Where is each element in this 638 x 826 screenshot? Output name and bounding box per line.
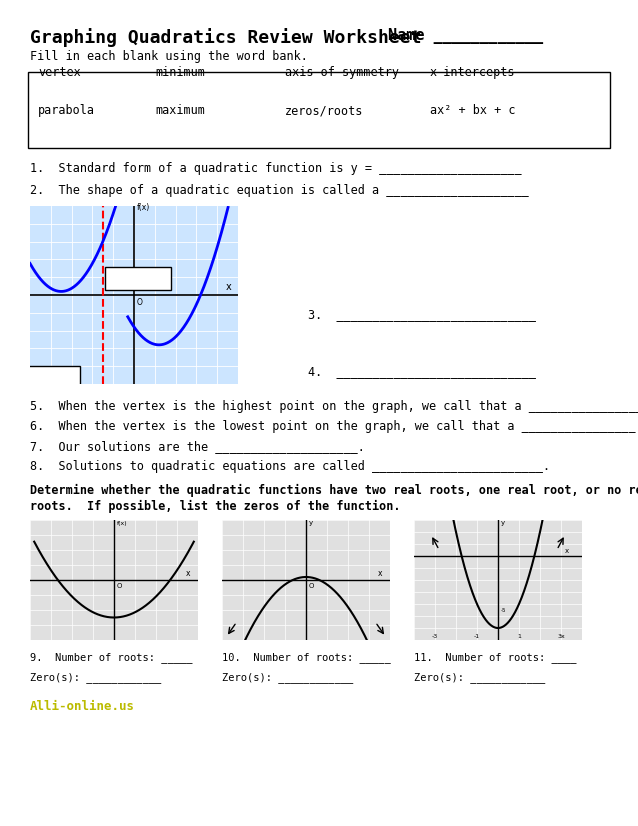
Text: Fill in each blank using the word bank.: Fill in each blank using the word bank. — [30, 50, 308, 63]
Text: parabola: parabola — [38, 104, 95, 117]
Text: 1: 1 — [517, 634, 521, 638]
Text: 2.  The shape of a quadratic equation is called a ____________________: 2. The shape of a quadratic equation is … — [30, 184, 529, 197]
Text: minimum: minimum — [155, 66, 205, 79]
Text: 1.  Standard form of a quadratic function is y = ____________________: 1. Standard form of a quadratic function… — [30, 162, 522, 175]
Text: 9.  Number of roots: _____: 9. Number of roots: _____ — [30, 652, 193, 663]
Text: 6.  When the vertex is the lowest point on the graph, we call that a ___________: 6. When the vertex is the lowest point o… — [30, 420, 638, 433]
Text: y: y — [309, 520, 313, 525]
Text: x-intercepts: x-intercepts — [430, 66, 516, 79]
Text: 7.  Our solutions are the ____________________.: 7. Our solutions are the _______________… — [30, 440, 365, 453]
Text: Determine whether the quadratic functions have two real roots, one real root, or: Determine whether the quadratic function… — [30, 484, 638, 497]
Text: Alli-online.us: Alli-online.us — [30, 700, 135, 713]
Text: axis of symmetry: axis of symmetry — [285, 66, 399, 79]
Text: -1: -1 — [474, 634, 480, 638]
Text: f(x): f(x) — [137, 202, 151, 211]
Text: Name ____________: Name ____________ — [388, 28, 543, 44]
Text: x: x — [186, 569, 190, 578]
Text: -3: -3 — [432, 634, 438, 638]
Text: O: O — [309, 583, 314, 589]
Text: 5.  When the vertex is the highest point on the graph, we call that a __________: 5. When the vertex is the highest point … — [30, 400, 638, 413]
Text: Zero(s): ____________: Zero(s): ____________ — [222, 672, 353, 683]
Text: maximum: maximum — [155, 104, 205, 117]
Text: zeros/roots: zeros/roots — [285, 104, 364, 117]
Text: Zero(s): ____________: Zero(s): ____________ — [414, 672, 545, 683]
Text: O: O — [137, 298, 143, 306]
Text: ax² + bx + c: ax² + bx + c — [430, 104, 516, 117]
Text: Graphing Quadratics Review Worksheet: Graphing Quadratics Review Worksheet — [30, 28, 422, 47]
Text: 10.  Number of roots: _____: 10. Number of roots: _____ — [222, 652, 390, 663]
Bar — [28, 72, 610, 148]
Bar — [105, 267, 172, 290]
Text: 3x: 3x — [557, 634, 565, 638]
Text: Zero(s): ____________: Zero(s): ____________ — [30, 672, 161, 683]
Text: f(x): f(x) — [117, 520, 128, 525]
Text: 11.  Number of roots: ____: 11. Number of roots: ____ — [414, 652, 577, 663]
Text: -5: -5 — [501, 609, 507, 614]
Bar — [28, 366, 80, 386]
Text: y: y — [501, 520, 505, 526]
Text: 4.  ____________________________: 4. ____________________________ — [308, 365, 536, 378]
Text: vertex: vertex — [38, 66, 81, 79]
Text: x: x — [378, 569, 382, 578]
Text: 3.  ____________________________: 3. ____________________________ — [308, 308, 536, 321]
Text: O: O — [117, 583, 122, 589]
Text: x: x — [225, 282, 231, 292]
Text: roots.  If possible, list the zeros of the function.: roots. If possible, list the zeros of th… — [30, 500, 401, 513]
Text: 8.  Solutions to quadratic equations are called ________________________.: 8. Solutions to quadratic equations are … — [30, 460, 550, 473]
Text: x: x — [565, 548, 569, 554]
